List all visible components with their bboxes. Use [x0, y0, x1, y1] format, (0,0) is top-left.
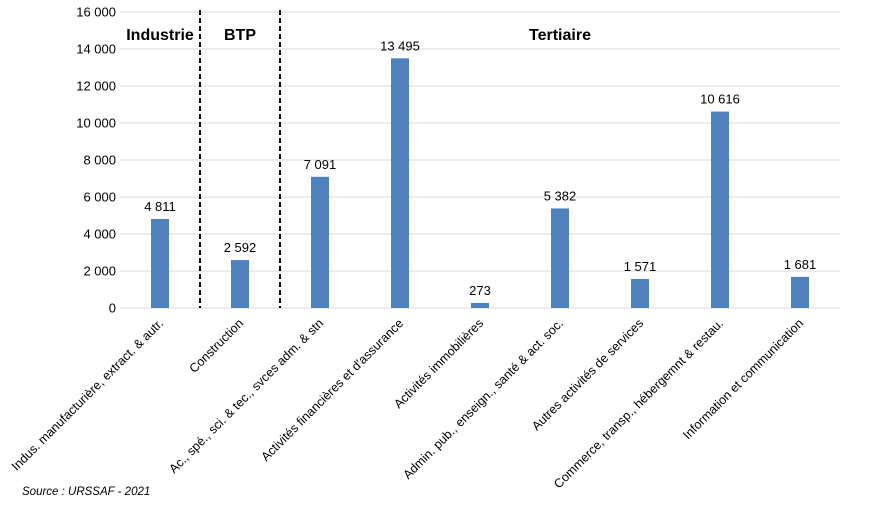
source-note: Source : URSSAF - 2021 — [22, 486, 151, 498]
y-tick-label: 2 000 — [83, 264, 116, 279]
bars — [151, 58, 809, 308]
y-tick-label: 10 000 — [76, 116, 116, 131]
bar — [551, 208, 569, 308]
data-label: 7 091 — [304, 157, 337, 172]
data-label: 10 616 — [700, 92, 740, 107]
bar — [391, 58, 409, 308]
section-label: BTP — [224, 27, 256, 44]
bar — [151, 218, 169, 308]
bar — [231, 260, 249, 308]
data-label: 1 571 — [624, 259, 657, 274]
x-axis-labels: Indus. manufacturière, extract. & autr. C… — [9, 316, 806, 491]
section-separators — [199, 10, 281, 308]
x-tick-label: Admin. pub., enseign., santé & act. soc. — [400, 316, 566, 482]
y-tick-label: 4 000 — [83, 227, 116, 242]
y-axis-ticks: 0 2 000 4 000 6 000 8 000 10 000 12 000 14 000 1… — [76, 5, 116, 316]
y-tick-label: 0 — [109, 301, 116, 316]
section-label: Industrie — [126, 27, 194, 44]
y-tick-label: 16 000 — [76, 5, 116, 20]
x-tick-label: Activités financières et d'assurance — [258, 316, 406, 464]
data-labels: 4 811 2 592 7 091 13 495 273 5 382 1 571 10 616… — [144, 38, 816, 298]
y-tick-label: 6 000 — [83, 190, 116, 205]
data-label: 273 — [469, 283, 491, 298]
data-label: 13 495 — [380, 38, 420, 53]
data-label: 1 681 — [784, 257, 817, 272]
x-tick-label: Ac., spé., sci. & tec., svces adm. & stn — [166, 316, 326, 476]
x-tick-label: Construction — [187, 316, 247, 376]
x-tick-label: Commerce, transp., hébergemnt & restau. — [551, 316, 726, 491]
bar — [711, 111, 729, 308]
section-label: Tertiaire — [529, 27, 591, 44]
data-label: 2 592 — [224, 240, 257, 255]
gridlines — [120, 11, 840, 309]
bar — [791, 276, 809, 308]
y-tick-label: 14 000 — [76, 42, 116, 57]
bar — [471, 302, 489, 308]
section-labels: Industrie BTP Tertiaire — [126, 27, 591, 44]
y-tick-label: 8 000 — [83, 153, 116, 168]
bar — [311, 176, 329, 308]
data-label: 4 811 — [144, 199, 176, 214]
data-label: 5 382 — [544, 188, 577, 203]
x-tick-label: Activités immobilières — [391, 316, 486, 411]
x-tick-label: Indus. manufacturière, extract. & autr. — [9, 316, 166, 473]
bar — [631, 278, 649, 308]
y-tick-label: 12 000 — [76, 79, 116, 94]
